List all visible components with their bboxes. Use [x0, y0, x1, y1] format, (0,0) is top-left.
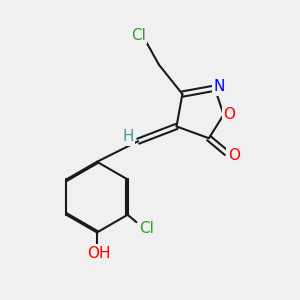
Text: Cl: Cl [131, 28, 146, 43]
Text: O: O [228, 148, 240, 164]
Text: O: O [224, 107, 236, 122]
Text: N: N [214, 79, 225, 94]
Text: H: H [122, 129, 134, 144]
Text: Cl: Cl [139, 220, 154, 236]
Text: OH: OH [87, 246, 110, 261]
